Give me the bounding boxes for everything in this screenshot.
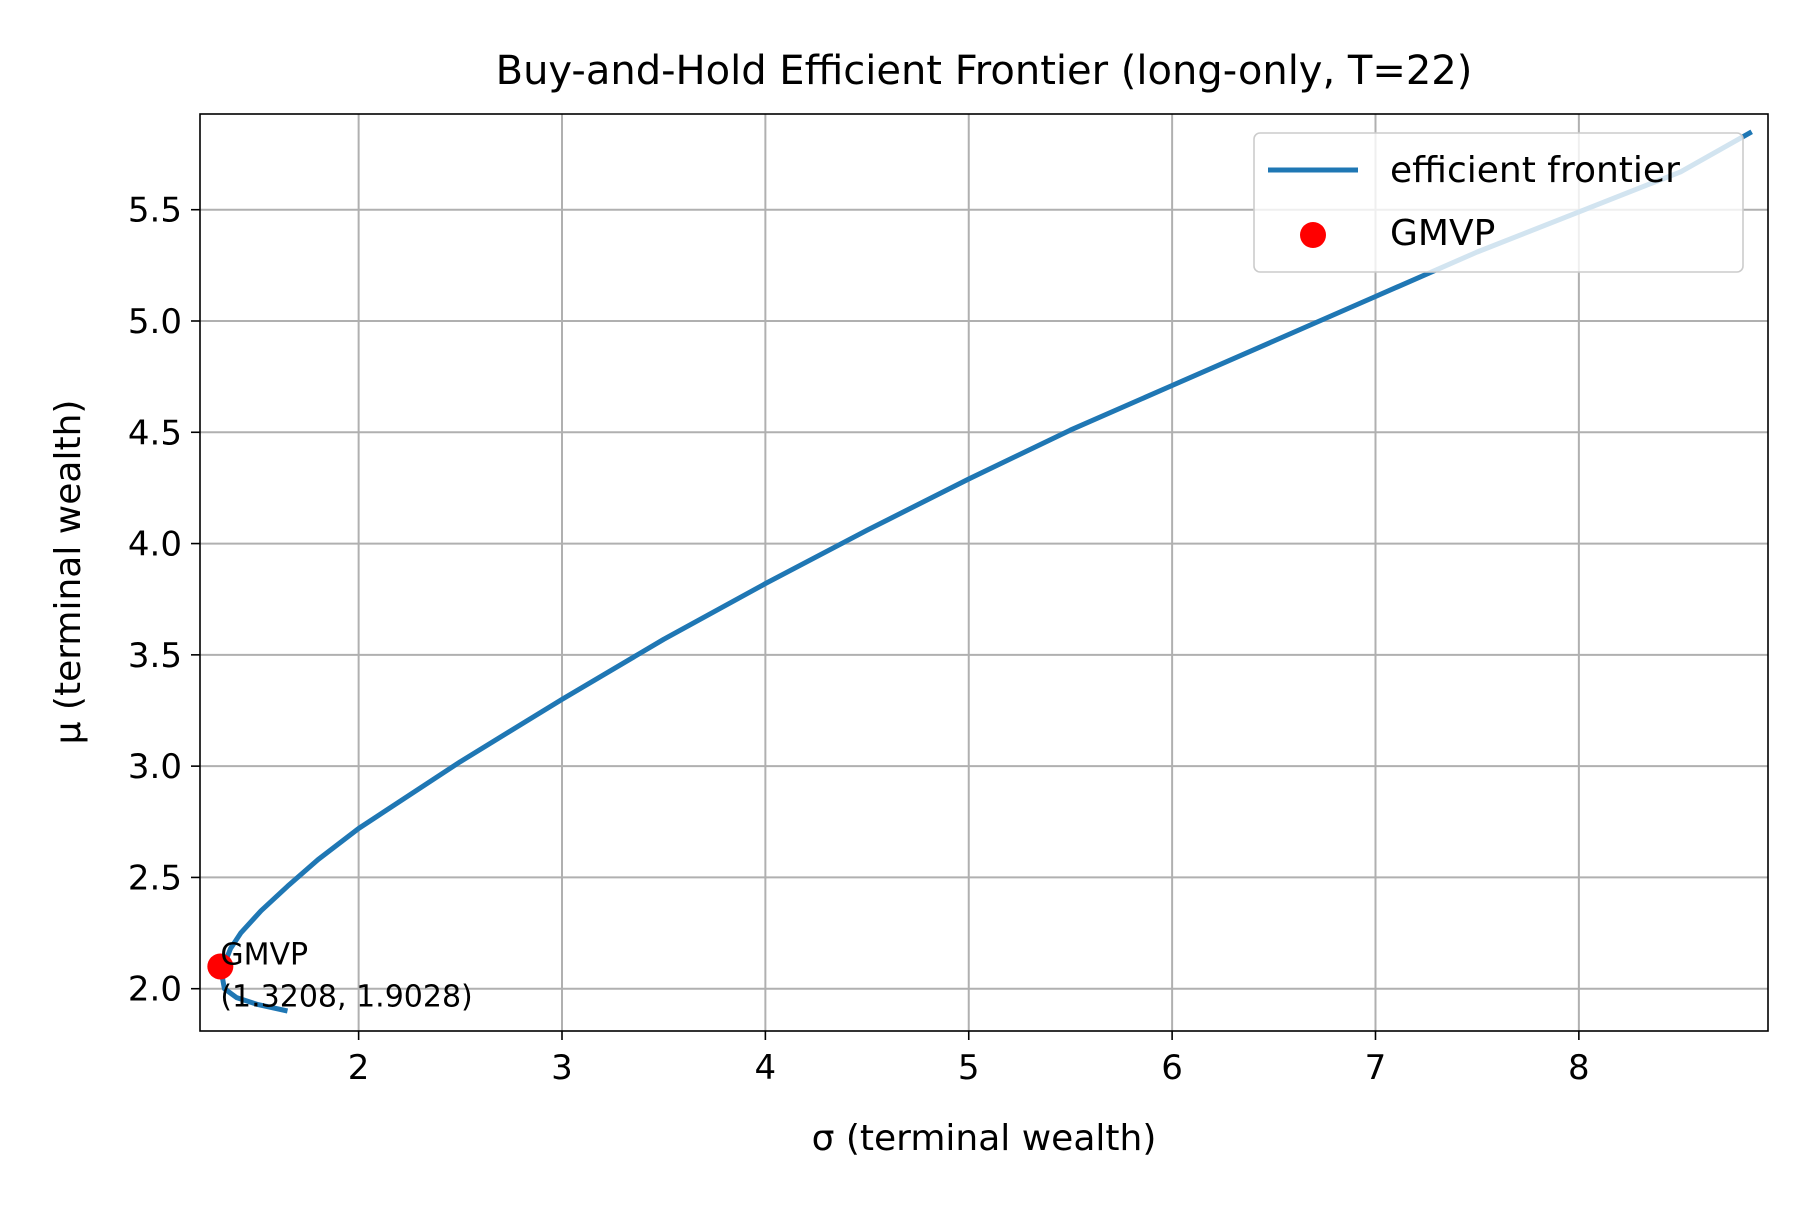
legend: efficient frontier GMVP [1253,132,1744,273]
y-tick-label: 3.5 [128,636,182,676]
legend-label-gmvp: GMVP [1390,213,1495,254]
gmvp-annotation-coords: (1.3208, 1.9028) [220,979,472,1014]
y-tick-label: 3.0 [128,747,182,787]
y-tick-label: 2.0 [128,970,182,1010]
y-axis-label: μ (terminal wealth) [48,400,89,745]
x-tick-label: 7 [1365,1048,1387,1088]
gmvp-annotation-title: GMVP [220,937,308,972]
y-tick-label: 5.0 [128,302,182,342]
x-tick-label: 5 [958,1048,980,1088]
x-tick-label: 8 [1568,1048,1590,1088]
tick-layer: 2 3 4 5 6 7 8 2.0 2.5 3.0 3.5 4.0 4.5 5.0 5.5 [128,191,1590,1088]
legend-marker-swatch [1300,222,1326,248]
legend-box [1253,132,1744,273]
chart-title: Buy-and-Hold Efficient Frontier (long-on… [496,48,1473,94]
grid-layer [200,114,1768,1031]
x-tick-label: 2 [348,1048,370,1088]
marker-layer: GMVP (1.3208, 1.9028) [207,937,473,1014]
y-tick-label: 5.5 [128,191,182,231]
x-tick-label: 4 [755,1048,777,1088]
x-tick-label: 6 [1161,1048,1183,1088]
y-tick-label: 2.5 [128,858,182,898]
x-axis-label: σ (terminal wealth) [812,1118,1157,1159]
gmvp-marker [207,953,234,980]
y-tick-label: 4.5 [128,413,182,453]
y-tick-label: 4.0 [128,525,182,565]
plot-area-frame [199,113,1769,1032]
legend-label-frontier: efficient frontier [1390,150,1680,191]
x-tick-label: 3 [551,1048,573,1088]
